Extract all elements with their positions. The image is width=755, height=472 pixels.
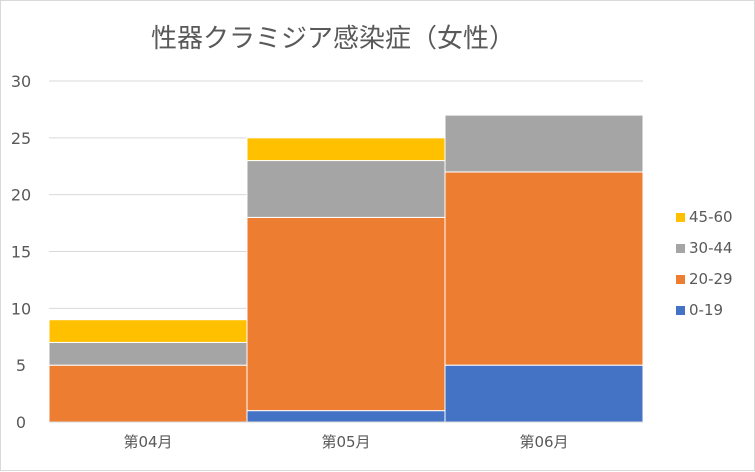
legend-label-30-44: 30-44: [689, 239, 733, 257]
bar-segment-0-19: [246, 410, 446, 423]
y-tick-label: 10: [11, 299, 31, 318]
bar-segment-30-44: [246, 160, 446, 218]
y-tick-label: 5: [16, 356, 26, 375]
bar-segment-45-60: [246, 137, 446, 162]
legend-swatch-20-29: [676, 275, 685, 284]
legend-label-45-60: 45-60: [689, 208, 733, 226]
bar-segment-20-29: [444, 171, 644, 366]
legend-label-20-29: 20-29: [689, 270, 733, 288]
y-tick-label: 20: [11, 186, 31, 205]
bar-segment-30-44: [48, 341, 248, 366]
y-tick-label: 0: [16, 413, 26, 432]
chart-title: 性器クラミジア感染症（女性）: [151, 24, 515, 54]
y-tick-label: 25: [11, 129, 31, 148]
x-tick-label: 第04月: [123, 433, 172, 451]
x-tick-label: 第05月: [321, 433, 370, 451]
axes: 0 5 10 15 20 25 30 第04月 第05月 第06月: [11, 72, 643, 451]
legend-swatch-0-19: [676, 306, 685, 315]
y-tick-label: 15: [11, 243, 31, 262]
y-tick-label: 30: [11, 72, 31, 91]
legend-swatch-30-44: [676, 244, 685, 253]
bar-segment-0-19: [444, 364, 644, 423]
legend-swatch-45-60: [676, 213, 685, 222]
bars: [48, 114, 644, 423]
legend-label-0-19: 0-19: [689, 301, 723, 319]
legend: 45-60 30-44 20-29 0-19: [676, 208, 733, 319]
bar-segment-45-60: [48, 319, 248, 343]
bar-segment-20-29: [246, 216, 446, 412]
bar-segment-30-44: [444, 114, 644, 173]
x-tick-label: 第06月: [519, 433, 568, 451]
bar-segment-20-29: [48, 364, 248, 423]
